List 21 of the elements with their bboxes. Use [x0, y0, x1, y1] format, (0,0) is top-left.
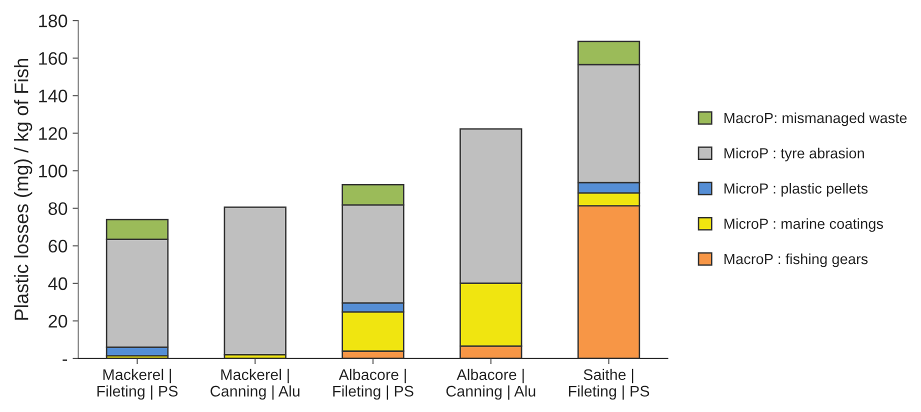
legend-label: MacroP: mismanaged waste — [724, 112, 907, 126]
y-tick-label: 20 — [48, 314, 68, 328]
legend-label: MacroP : fishing gears — [724, 253, 868, 268]
y-axis-title: Plastic losses (mg) / kg of Fish — [14, 58, 32, 320]
legend-label: MicroP : marine coatings — [724, 218, 884, 232]
legend-label: MicroP : tyre abrasion — [724, 148, 864, 162]
x-tick-label: Albacore | Fileting | PS — [333, 368, 414, 400]
y-tick-label: 60 — [48, 240, 68, 253]
y-tick-label: 180 — [39, 14, 68, 28]
y-tick-label: 100 — [39, 164, 68, 178]
x-tick-label: Mackerel | Fileting | PS — [97, 368, 178, 400]
x-tick-label: Albacore | Canning | Alu — [446, 368, 536, 400]
x-tick-label: Saithe | Fileting | PS — [568, 368, 650, 400]
y-tick-label: 120 — [39, 127, 68, 140]
y-tick-label: 160 — [39, 52, 68, 65]
y-tick-label: 80 — [48, 202, 68, 216]
legend-label: MicroP : plastic pellets — [724, 182, 868, 197]
y-tick-label: 140 — [39, 90, 68, 102]
y-tick-label: 40 — [48, 277, 68, 290]
x-tick-label: Mackerel | Canning | Alu — [210, 368, 300, 400]
y-tick-label: - — [62, 359, 68, 361]
